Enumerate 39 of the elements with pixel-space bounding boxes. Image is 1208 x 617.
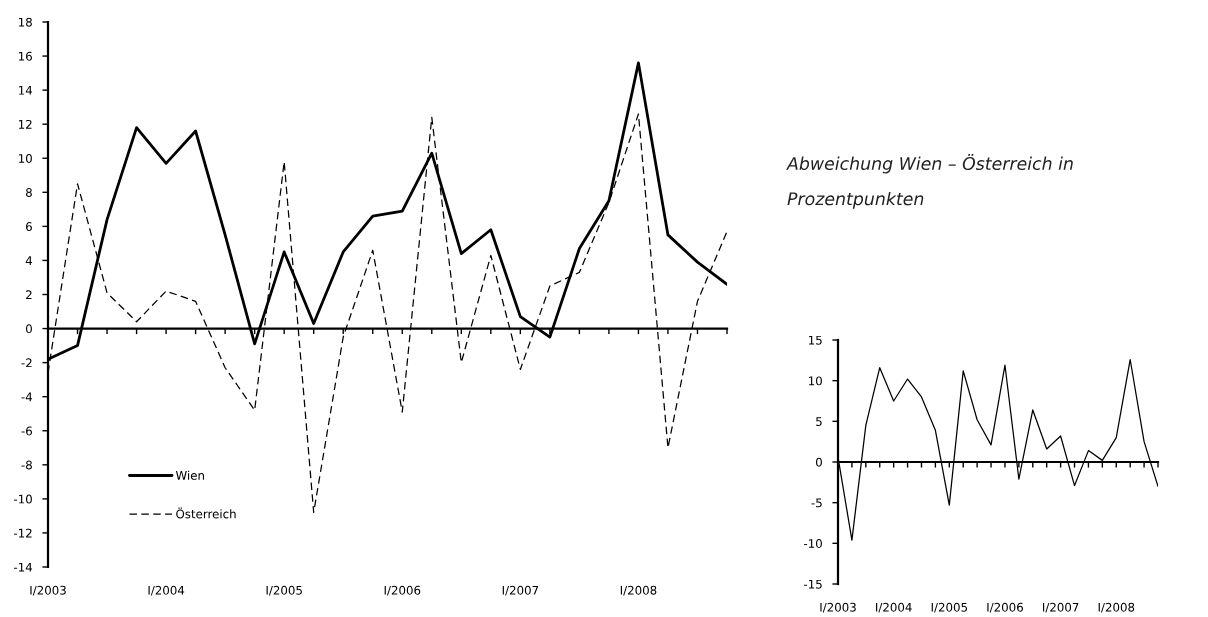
y-tick-label: 6 [26, 222, 32, 232]
y-tick-label: 10 [809, 376, 822, 386]
y-tick-label: 10 [19, 153, 32, 163]
x-tick-label: I/2006 [384, 585, 421, 596]
x-tick-label: I/2004 [876, 602, 912, 613]
y-tick-label: -2 [21, 358, 32, 368]
x-tick-label: I/2005 [931, 602, 968, 613]
x-tick-label: I/2006 [987, 602, 1023, 613]
y-tick-label: 14 [19, 86, 33, 95]
y-tick-label: 15 [809, 335, 822, 345]
y-tick-label: -15 [804, 579, 822, 589]
x-tick-label: I/2007 [502, 585, 539, 596]
y-tick-label: -12 [14, 528, 32, 538]
y-tick-label: 8 [26, 188, 32, 197]
x-tick-label: I/2003 [820, 602, 856, 613]
y-tick-label: 16 [19, 51, 32, 61]
y-tick-label: 12 [19, 119, 32, 129]
x-tick-label: I/2007 [1043, 602, 1079, 613]
y-tick-label: -5 [811, 498, 822, 508]
y-tick-label: -14 [14, 562, 33, 572]
x-tick-label: I/2008 [1098, 602, 1135, 613]
y-tick-label: -10 [14, 494, 32, 504]
y-tick-label: 0 [25, 324, 32, 334]
x-tick-label: I/2008 [620, 585, 657, 596]
y-tick-label: 5 [816, 417, 822, 426]
legend-label: Wien [175, 470, 204, 480]
x-tick-label: I/2005 [266, 585, 302, 596]
y-tick-label: 18 [19, 17, 32, 27]
y-tick-label: -8 [21, 460, 32, 470]
x-tick-label: I/2003 [30, 585, 66, 596]
y-tick-label: -10 [804, 539, 822, 548]
y-tick-label: -6 [21, 426, 32, 436]
legend-label: Österreich [176, 507, 236, 519]
x-tick-label: I/2004 [148, 585, 185, 596]
y-tick-label: 4 [25, 256, 33, 265]
y-tick-label: 2 [26, 290, 32, 299]
chart-title: Abweichung Wien – Österreich in Prozentpunkten [786, 154, 1073, 209]
y-tick-label: -4 [21, 392, 33, 402]
y-tick-label: 0 [815, 457, 822, 467]
